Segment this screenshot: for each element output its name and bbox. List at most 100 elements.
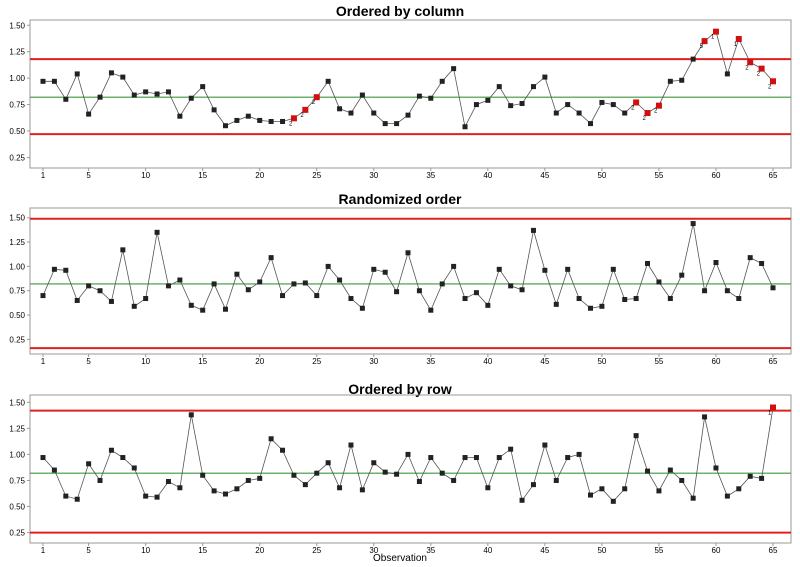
data-point (268, 118, 274, 124)
data-point (291, 472, 297, 478)
y-tick-label: 1.25 (9, 424, 25, 433)
data-point (679, 77, 685, 83)
data-point (610, 498, 616, 504)
data-point (530, 227, 536, 233)
x-tick-label: 10 (141, 546, 150, 555)
x-tick-label: 55 (654, 171, 663, 180)
data-point (359, 92, 365, 98)
data-point (416, 288, 422, 294)
data-point (40, 455, 46, 461)
data-point (405, 112, 411, 118)
data-point (439, 78, 445, 84)
data-point (51, 467, 57, 473)
data-point (770, 285, 776, 291)
flagged-point (735, 36, 742, 43)
y-tick-label: 1.50 (9, 398, 25, 407)
data-point (508, 103, 514, 109)
flagged-point-label: 2 (768, 84, 772, 90)
data-point (530, 482, 536, 488)
data-point (371, 266, 377, 272)
y-tick-label: 1.00 (9, 262, 25, 271)
data-point (177, 113, 183, 119)
data-point (667, 467, 673, 473)
data-point (211, 107, 217, 113)
data-point (120, 74, 126, 80)
data-point (462, 296, 468, 302)
data-point (302, 482, 308, 488)
data-point (462, 455, 468, 461)
data-point (348, 110, 354, 116)
data-point (679, 272, 685, 278)
data-point (394, 121, 400, 127)
series-line (43, 30, 774, 129)
data-point (63, 96, 69, 102)
data-point (759, 475, 765, 481)
flagged-point (701, 38, 708, 45)
flagged-point (712, 28, 719, 35)
data-point (622, 110, 628, 116)
data-point (108, 447, 114, 453)
flagged-point (770, 78, 776, 85)
data-point (690, 495, 696, 501)
x-tick-label: 30 (369, 546, 378, 555)
y-tick-label: 0.25 (9, 529, 25, 538)
x-tick-label: 35 (426, 171, 435, 180)
chart-title-2: Randomized order (338, 191, 462, 207)
data-point (645, 468, 651, 474)
data-point (74, 496, 80, 502)
y-tick-label: 1.50 (9, 21, 25, 30)
chart-svg-2: 0.250.500.751.001.251.501 5 10 15 20 25 30 35 40… (9, 207, 792, 366)
x-tick-label: 60 (712, 171, 721, 180)
data-point (713, 465, 719, 471)
y-tick-label: 1.00 (9, 450, 25, 459)
data-point (405, 250, 411, 256)
flagged-point-label: 2 (654, 109, 658, 115)
series-line (42, 223, 774, 312)
chart-svg-3: 0.250.500.751.001.251.501 5 10 15 20 25 30 35 40… (9, 394, 792, 555)
data-point (565, 455, 571, 461)
data-point (576, 110, 582, 116)
y-tick-label: 0.50 (9, 503, 25, 512)
data-point (553, 110, 559, 116)
data-point (599, 303, 605, 309)
x-tick-label: 50 (597, 171, 606, 180)
data-point (165, 283, 171, 289)
data-point (200, 472, 206, 478)
x-tick-label: 20 (255, 546, 264, 555)
data-point (679, 477, 685, 483)
x-tick-label: 25 (312, 171, 321, 180)
data-point (177, 277, 183, 283)
data-point (97, 288, 103, 294)
data-point (633, 296, 639, 302)
x-tick-label: 10 (141, 171, 150, 180)
data-point (416, 479, 422, 485)
data-point (325, 263, 331, 269)
flagged-point (633, 99, 640, 106)
data-point (496, 455, 502, 461)
data-point (211, 281, 217, 287)
flagged-point-label: 2 (757, 72, 761, 78)
data-point (108, 298, 114, 304)
flagged-point (758, 65, 765, 72)
data-point (268, 255, 274, 261)
data-point (451, 66, 457, 72)
chart-panel-1: Ordered by column 0.25 0.50 0.75 1.00 1.25 1.… (0, 0, 800, 188)
data-point (473, 102, 479, 108)
data-point (530, 84, 536, 90)
data-point (451, 477, 457, 483)
data-point (542, 267, 548, 273)
data-point (519, 101, 525, 107)
x-tick-label: 10 (141, 357, 150, 366)
data-point (588, 492, 593, 498)
data-point (200, 84, 206, 90)
data-point (428, 95, 434, 101)
chart-svg-1: 0.250.500.751.001.251.501 5 10 15 20 25 30 35 40… (9, 19, 792, 180)
data-point (337, 277, 343, 283)
x-tick-label: 15 (198, 171, 207, 180)
x-tick-label: 60 (712, 546, 721, 555)
data-point (747, 473, 753, 479)
data-point (51, 78, 57, 84)
x-tick-label: 60 (712, 357, 721, 366)
data-point (86, 461, 92, 467)
y-tick-label: 1.25 (9, 238, 25, 247)
